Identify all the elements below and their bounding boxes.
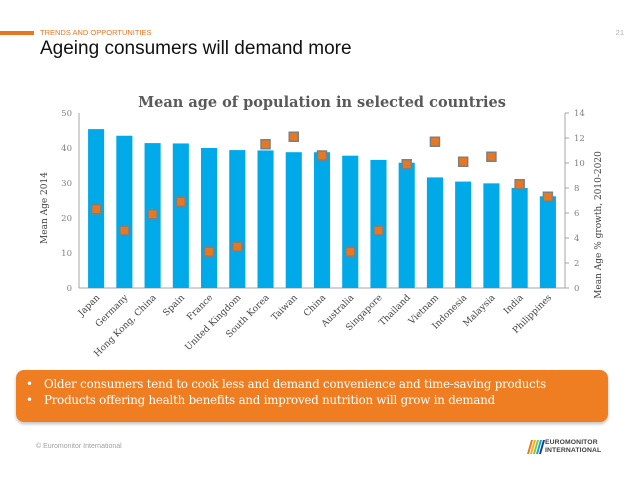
right-tick-label: 10	[574, 159, 585, 169]
logo-line2: INTERNATIONAL	[545, 447, 602, 454]
key-takeaways-callout: • Older consumers tend to cook less and d…	[16, 370, 608, 422]
bullet-icon: •	[26, 377, 33, 391]
marker-malaysia	[486, 151, 497, 162]
bar-thailand	[398, 162, 415, 288]
marker-taiwan	[288, 131, 300, 142]
marker-france	[203, 246, 215, 257]
bar-malaysia	[483, 183, 500, 288]
marker-india	[514, 179, 525, 190]
left-tick-label: 50	[61, 109, 72, 119]
bar-south-korea	[257, 150, 274, 288]
logo-line1: EUROMONITOR	[545, 439, 598, 446]
right-tick-label: 14	[574, 109, 585, 119]
marker-australia	[344, 246, 356, 257]
bar-series	[88, 129, 556, 288]
right-tick-label: 6	[574, 209, 579, 219]
right-tick-label: 12	[574, 134, 585, 144]
bar-germany	[116, 135, 133, 288]
marker-hong-kong-china	[147, 209, 158, 220]
bar-vietnam	[426, 177, 443, 288]
bar-france	[201, 148, 218, 288]
marker-germany	[119, 225, 130, 236]
marker-indonesia	[457, 156, 469, 167]
marker-thailand	[401, 159, 412, 170]
marker-china	[316, 150, 328, 161]
mean-age-chart: Mean age of population in selected count…	[40, 94, 604, 359]
chart-title: Mean age of population in selected count…	[138, 94, 506, 111]
marker-philippines	[542, 191, 554, 202]
right-axis-title: Mean Age % growth, 2010-2020	[594, 151, 604, 299]
category-label: Japan	[76, 293, 102, 319]
left-tick-label: 20	[61, 214, 72, 224]
bar-spain	[172, 143, 189, 288]
right-tick-label: 8	[574, 184, 579, 194]
logo-stripes-icon	[527, 440, 545, 454]
euromonitor-logo: EUROMONITOR INTERNATIONAL	[527, 439, 627, 457]
bar-australia	[342, 155, 359, 288]
right-tick-label: 0	[574, 284, 579, 294]
category-label: India	[502, 293, 526, 317]
bar-taiwan	[285, 152, 302, 288]
marker-south-korea	[260, 139, 271, 150]
bar-philippines	[539, 196, 556, 288]
category-label: China	[302, 293, 328, 319]
footer-copyright: © Euromonitor International	[36, 443, 122, 450]
marker-series	[90, 131, 554, 257]
marker-united-kingdom	[232, 241, 243, 252]
left-tick-label: 10	[61, 249, 72, 259]
left-tick-label: 0	[67, 284, 72, 294]
bullet-icon: •	[26, 393, 33, 407]
marker-spain	[175, 196, 187, 207]
marker-singapore	[373, 225, 384, 236]
header-accent-bar	[0, 31, 34, 35]
bar-united-kingdom	[229, 150, 246, 288]
category-label: Thailand	[378, 293, 413, 328]
bar-indonesia	[455, 181, 472, 288]
right-tick-label: 4	[574, 234, 579, 244]
category-label: Spain	[162, 293, 188, 319]
bar-india	[511, 187, 528, 288]
left-axis-title: Mean Age 2014	[40, 172, 50, 244]
right-tick-label: 2	[574, 259, 579, 269]
marker-vietnam	[429, 136, 441, 147]
callout-item: • Products offering health benefits and i…	[26, 393, 495, 407]
left-tick-label: 30	[61, 179, 72, 189]
right-axis: 0 2 4 6 8 10 12 14	[564, 109, 585, 294]
callout-item: • Older consumers tend to cook less and d…	[26, 377, 546, 391]
bar-china	[313, 152, 331, 288]
left-tick-label: 40	[61, 144, 72, 154]
page-title: Ageing consumers will demand more	[40, 38, 352, 59]
section-label: TRENDS AND OPPORTUNITIES	[40, 28, 152, 37]
category-label: Taiwan	[270, 293, 300, 323]
bar-singapore	[370, 159, 387, 288]
marker-japan	[90, 204, 102, 215]
page-number: 21	[615, 28, 624, 37]
